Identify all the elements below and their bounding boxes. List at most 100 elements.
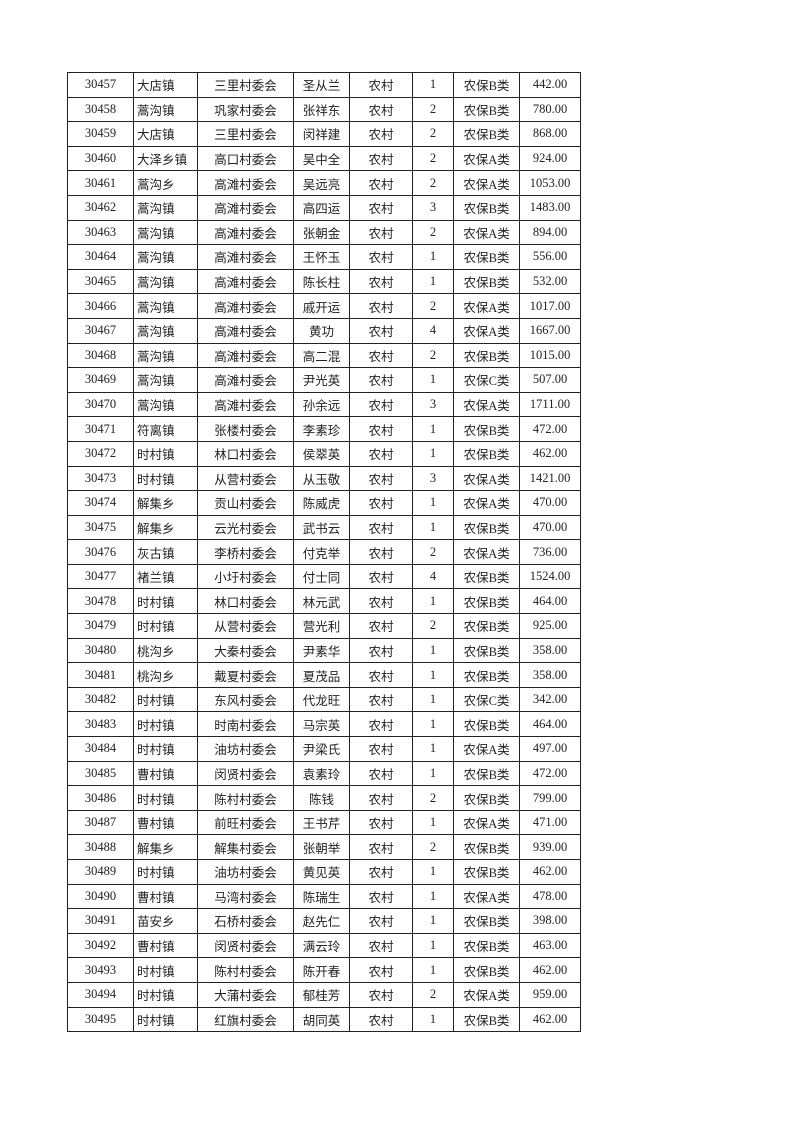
cell-insurance-category: 农保B类 [453, 859, 520, 885]
cell-record-id: 30491 [67, 908, 134, 934]
cell-member-count: 2 [412, 121, 454, 147]
table-row: 30471 符离镇 张楼村委会 李素珍 农村 1 农保B类 472.00 [67, 416, 581, 442]
cell-village-committee: 戴夏村委会 [197, 662, 294, 688]
cell-village-committee: 高滩村委会 [197, 244, 294, 270]
table-row: 30473 时村镇 从营村委会 从玉敬 农村 3 农保A类 1421.00 [67, 465, 581, 492]
cell-person-name: 圣从兰 [293, 72, 350, 98]
cell-village-committee: 巩家村委会 [197, 96, 294, 123]
table-row: 30466 蒿沟镇 高滩村委会 戚开运 农村 2 农保A类 1017.00 [67, 293, 581, 319]
cell-town: 蒿沟镇 [133, 367, 198, 393]
cell-insurance-category: 农保A类 [453, 317, 520, 344]
cell-member-count: 3 [412, 391, 454, 418]
cell-amount: 497.00 [519, 736, 581, 762]
cell-member-count: 1 [412, 588, 454, 615]
table-row: 30464 蒿沟镇 高滩村委会 王怀玉 农村 1 农保B类 556.00 [67, 244, 581, 270]
cell-insurance-category: 农保B类 [453, 613, 520, 639]
cell-household-type: 农村 [349, 1006, 413, 1033]
cell-town: 苗安乡 [133, 908, 198, 934]
cell-amount: 472.00 [519, 760, 581, 787]
cell-amount: 470.00 [519, 490, 581, 516]
cell-village-committee: 张楼村委会 [197, 416, 294, 442]
cell-household-type: 农村 [349, 317, 413, 344]
cell-town: 解集乡 [133, 834, 198, 860]
cell-village-committee: 马湾村委会 [197, 883, 294, 910]
cell-member-count: 2 [412, 170, 454, 196]
cell-person-name: 陈威虎 [293, 490, 350, 516]
cell-amount: 507.00 [519, 367, 581, 393]
cell-record-id: 30466 [67, 293, 134, 319]
cell-town: 蒿沟镇 [133, 293, 198, 319]
cell-person-name: 袁素玲 [293, 760, 350, 787]
cell-household-type: 农村 [349, 686, 413, 713]
cell-village-committee: 贡山村委会 [197, 490, 294, 516]
cell-household-type: 农村 [349, 760, 413, 787]
cell-person-name: 戚开运 [293, 293, 350, 319]
cell-household-type: 农村 [349, 637, 413, 664]
cell-insurance-category: 农保B类 [453, 121, 520, 147]
cell-village-committee: 高滩村委会 [197, 170, 294, 196]
table-row: 30458 蒿沟镇 巩家村委会 张祥东 农村 2 农保B类 780.00 [67, 96, 581, 123]
table-row: 30463 蒿沟镇 高滩村委会 张朝金 农村 2 农保A类 894.00 [67, 219, 581, 246]
cell-member-count: 1 [412, 416, 454, 442]
cell-amount: 1524.00 [519, 563, 581, 590]
cell-town: 蒿沟乡 [133, 170, 198, 196]
cell-record-id: 30494 [67, 981, 134, 1008]
cell-household-type: 农村 [349, 194, 413, 221]
cell-record-id: 30465 [67, 268, 134, 295]
cell-household-type: 农村 [349, 981, 413, 1008]
cell-village-committee: 解集村委会 [197, 834, 294, 860]
cell-insurance-category: 农保B类 [453, 563, 520, 590]
cell-amount: 556.00 [519, 244, 581, 270]
table-row: 30491 苗安乡 石桥村委会 赵先仁 农村 1 农保B类 398.00 [67, 908, 581, 934]
cell-record-id: 30487 [67, 809, 134, 836]
cell-member-count: 2 [412, 613, 454, 639]
cell-household-type: 农村 [349, 932, 413, 959]
cell-person-name: 高四运 [293, 194, 350, 221]
cell-insurance-category: 农保B类 [453, 514, 520, 541]
cell-amount: 925.00 [519, 613, 581, 639]
cell-household-type: 农村 [349, 711, 413, 738]
cell-amount: 470.00 [519, 514, 581, 541]
cell-village-committee: 高滩村委会 [197, 293, 294, 319]
cell-insurance-category: 农保B类 [453, 932, 520, 959]
cell-member-count: 1 [412, 637, 454, 664]
cell-household-type: 农村 [349, 72, 413, 98]
cell-member-count: 1 [412, 711, 454, 738]
cell-insurance-category: 农保A类 [453, 539, 520, 565]
cell-amount: 471.00 [519, 809, 581, 836]
table-row: 30495 时村镇 红旗村委会 胡同英 农村 1 农保B类 462.00 [67, 1006, 581, 1033]
cell-member-count: 2 [412, 219, 454, 246]
cell-town: 蒿沟镇 [133, 268, 198, 295]
cell-member-count: 1 [412, 686, 454, 713]
cell-insurance-category: 农保B类 [453, 440, 520, 467]
table-row: 30480 桃沟乡 大秦村委会 尹素华 农村 1 农保B类 358.00 [67, 637, 581, 664]
cell-village-committee: 李桥村委会 [197, 539, 294, 565]
cell-town: 时村镇 [133, 588, 198, 615]
cell-member-count: 2 [412, 342, 454, 369]
cell-village-committee: 石桥村委会 [197, 908, 294, 934]
table-row: 30476 灰古镇 李桥村委会 付克举 农村 2 农保A类 736.00 [67, 539, 581, 565]
table-row: 30460 大泽乡镇 高口村委会 吴中全 农村 2 农保A类 924.00 [67, 145, 581, 172]
table-row: 30465 蒿沟镇 高滩村委会 陈长柱 农村 1 农保B类 532.00 [67, 268, 581, 295]
cell-village-committee: 从营村委会 [197, 465, 294, 492]
cell-insurance-category: 农保B类 [453, 268, 520, 295]
cell-member-count: 3 [412, 194, 454, 221]
cell-record-id: 30475 [67, 514, 134, 541]
cell-member-count: 1 [412, 908, 454, 934]
cell-household-type: 农村 [349, 244, 413, 270]
cell-member-count: 2 [412, 834, 454, 860]
cell-household-type: 农村 [349, 514, 413, 541]
cell-household-type: 农村 [349, 908, 413, 934]
cell-record-id: 30468 [67, 342, 134, 369]
cell-insurance-category: 农保B类 [453, 760, 520, 787]
cell-amount: 478.00 [519, 883, 581, 910]
cell-person-name: 代龙旺 [293, 686, 350, 713]
cell-town: 时村镇 [133, 1006, 198, 1033]
cell-record-id: 30495 [67, 1006, 134, 1033]
cell-amount: 1711.00 [519, 391, 581, 418]
table-row: 30493 时村镇 陈村村委会 陈开春 农村 1 农保B类 462.00 [67, 957, 581, 983]
cell-member-count: 1 [412, 244, 454, 270]
cell-household-type: 农村 [349, 391, 413, 418]
cell-household-type: 农村 [349, 834, 413, 860]
cell-member-count: 2 [412, 785, 454, 811]
